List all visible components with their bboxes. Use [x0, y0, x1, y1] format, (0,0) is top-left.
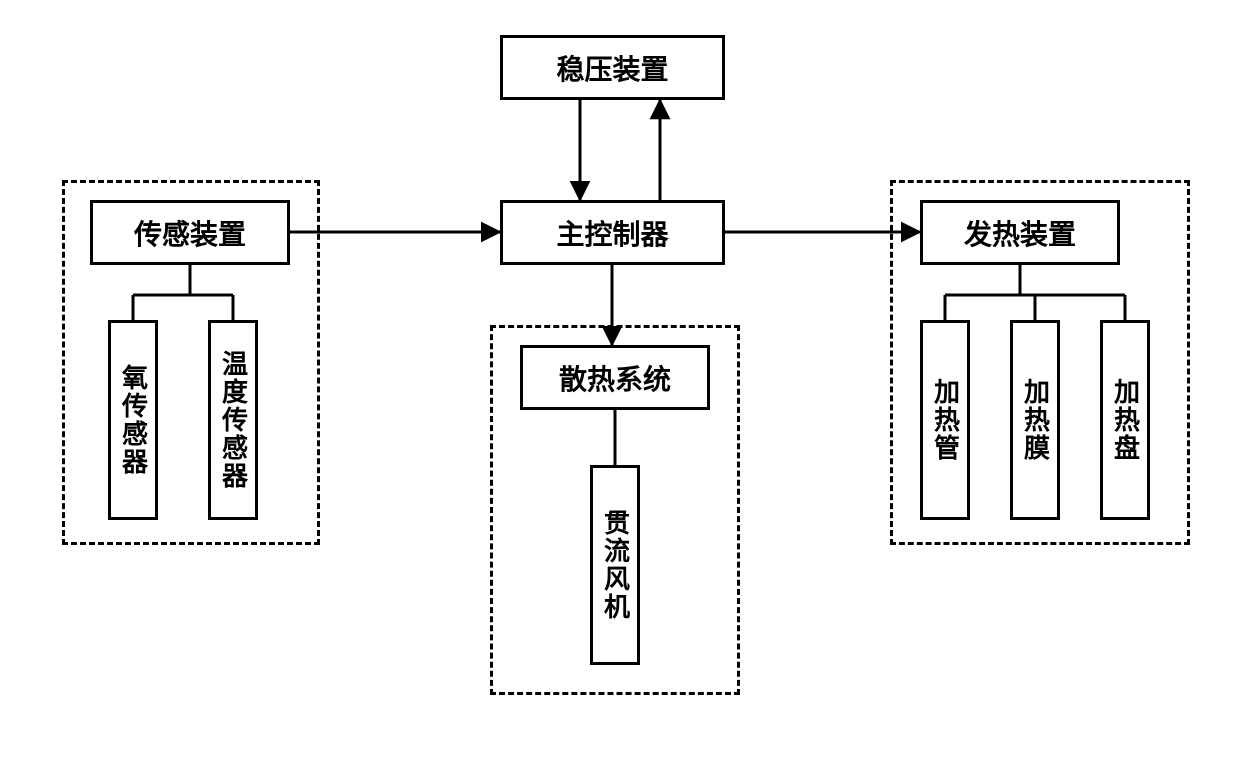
heat-tube-node: 加热管: [920, 320, 970, 520]
stabilizer-node: 稳压装置: [500, 35, 725, 100]
sensor-device-label: 传感装置: [134, 213, 246, 253]
heat-plate-node: 加热盘: [1100, 320, 1150, 520]
temp-sensor-label: 温度传感器: [215, 350, 252, 490]
dissipation-label: 散热系统: [559, 358, 671, 398]
heat-plate-label: 加热盘: [1107, 378, 1144, 462]
crossflow-fan-label: 贯流风机: [597, 509, 634, 621]
crossflow-fan-node: 贯流风机: [590, 465, 640, 665]
oxygen-sensor-label: 氧传感器: [115, 364, 152, 476]
temp-sensor-node: 温度传感器: [208, 320, 258, 520]
diagram-canvas: 稳压装置 主控制器 传感装置 发热装置 散热系统 氧传感器 温度传感器 贯流风机…: [0, 0, 1240, 765]
oxygen-sensor-node: 氧传感器: [108, 320, 158, 520]
heating-device-label: 发热装置: [964, 213, 1076, 253]
sensor-device-node: 传感装置: [90, 200, 290, 265]
heat-tube-label: 加热管: [927, 378, 964, 462]
heat-film-node: 加热膜: [1010, 320, 1060, 520]
controller-label: 主控制器: [556, 213, 668, 253]
dissipation-node: 散热系统: [520, 345, 710, 410]
heat-film-label: 加热膜: [1017, 378, 1054, 462]
heating-device-node: 发热装置: [920, 200, 1120, 265]
stabilizer-label: 稳压装置: [556, 48, 668, 88]
controller-node: 主控制器: [500, 200, 725, 265]
